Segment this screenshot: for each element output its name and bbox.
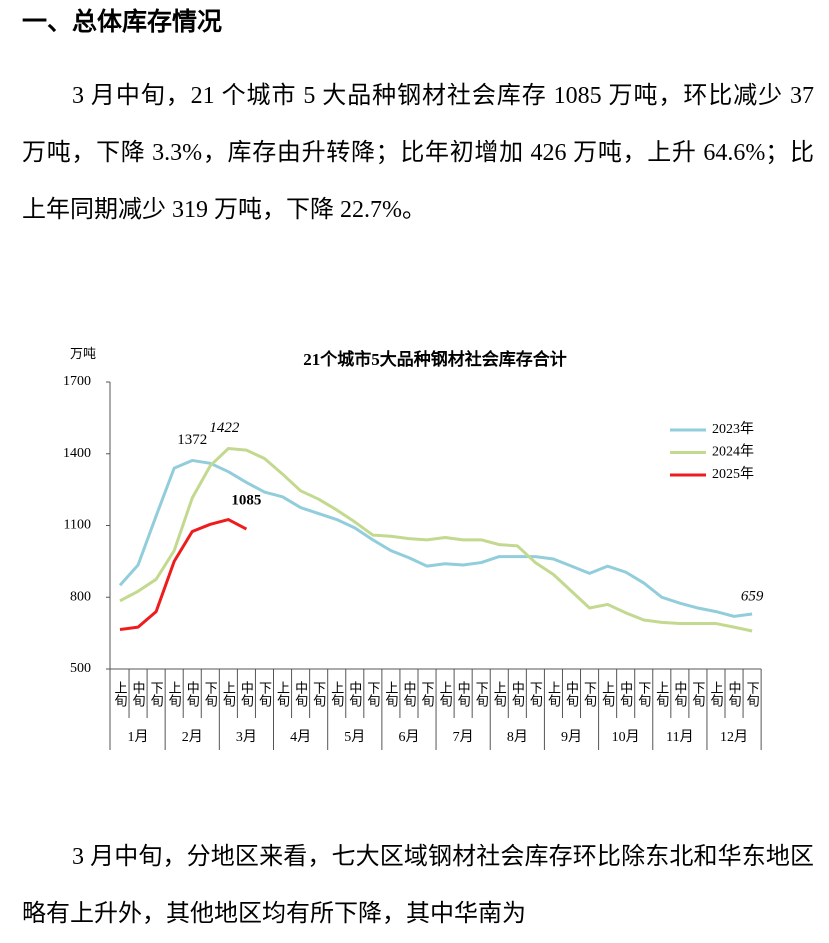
month-label: 1月 bbox=[128, 729, 149, 745]
x-tick-label: 中旬 bbox=[293, 681, 308, 707]
y-tick-label: 500 bbox=[70, 661, 91, 676]
y-tick-label: 800 bbox=[70, 589, 91, 604]
month-label: 10月 bbox=[612, 729, 640, 745]
x-tick-label: 上旬 bbox=[438, 681, 453, 707]
x-tick-label: 中旬 bbox=[401, 681, 416, 707]
y-tick-label: 1100 bbox=[64, 518, 91, 533]
x-tick-label: 上旬 bbox=[329, 681, 344, 707]
x-tick-label: 中旬 bbox=[510, 681, 525, 707]
month-label: 8月 bbox=[507, 729, 528, 745]
y-axis-unit: 万吨 bbox=[70, 346, 96, 361]
x-tick-label: 中旬 bbox=[727, 681, 742, 707]
month-label: 9月 bbox=[561, 729, 582, 745]
x-tick-label: 下旬 bbox=[365, 681, 380, 707]
x-tick-label: 上旬 bbox=[546, 681, 561, 707]
data-label: 1372 bbox=[177, 432, 207, 448]
x-tick-label: 下旬 bbox=[636, 681, 651, 707]
month-label: 11月 bbox=[666, 729, 693, 745]
x-tick-label: 上旬 bbox=[113, 681, 128, 707]
x-tick-label: 上旬 bbox=[383, 681, 398, 707]
x-tick-label: 下旬 bbox=[203, 681, 218, 707]
data-label: 659 bbox=[741, 588, 764, 604]
x-tick-label: 上旬 bbox=[275, 681, 290, 707]
legend-label: 2025年 bbox=[712, 466, 754, 482]
x-tick-label: 下旬 bbox=[528, 681, 543, 707]
x-tick-label: 中旬 bbox=[347, 681, 362, 707]
paragraph: 3 月中旬，21 个城市 5 大品种钢材社会库存 1085 万吨，环比减少 37… bbox=[22, 83, 814, 223]
x-tick-label: 上旬 bbox=[708, 681, 723, 707]
month-label: 3月 bbox=[236, 729, 257, 745]
x-tick-label: 中旬 bbox=[564, 681, 579, 707]
x-tick-label: 上旬 bbox=[492, 681, 507, 707]
x-tick-label: 中旬 bbox=[672, 681, 687, 707]
line-series bbox=[119, 446, 753, 633]
chart: 21个城市5大品种钢材社会库存合计 万吨 500 800 1100 1400 1700 上… bbox=[63, 346, 764, 750]
y-tick-label: 1700 bbox=[63, 374, 91, 389]
month-label: 2月 bbox=[182, 729, 203, 745]
month-label: 12月 bbox=[720, 729, 748, 745]
x-tick-label: 下旬 bbox=[420, 681, 435, 707]
x-tick-label: 上旬 bbox=[600, 681, 615, 707]
x-tick-label: 下旬 bbox=[745, 681, 760, 707]
x-tick-label: 中旬 bbox=[185, 681, 200, 707]
x-tick-label: 下旬 bbox=[257, 681, 272, 707]
x-tick-label: 上旬 bbox=[654, 681, 669, 707]
data-label: 1422 bbox=[209, 420, 240, 436]
x-tick-label: 中旬 bbox=[131, 681, 146, 707]
line-series bbox=[119, 518, 248, 632]
legend-label: 2024年 bbox=[712, 444, 754, 460]
x-tick-label: 下旬 bbox=[690, 681, 705, 707]
month-label: 5月 bbox=[344, 729, 365, 745]
heading: 一、总体库存情况 bbox=[22, 7, 223, 36]
paragraph: 3 月中旬，分地区来看，七大区域钢材社会库存环比除东北和华东地区略有上升外，其他… bbox=[22, 844, 814, 927]
line-series bbox=[118, 458, 753, 618]
x-tick-label: 上旬 bbox=[221, 681, 236, 707]
legend-label: 2023年 bbox=[712, 421, 754, 437]
month-label: 4月 bbox=[290, 729, 311, 745]
x-tick-label: 上旬 bbox=[167, 681, 182, 707]
y-tick-label: 1400 bbox=[63, 446, 91, 461]
data-label: 1085 bbox=[231, 493, 261, 509]
x-tick-label: 中旬 bbox=[239, 681, 254, 707]
x-tick-label: 中旬 bbox=[456, 681, 471, 707]
x-tick-label: 下旬 bbox=[149, 681, 164, 707]
month-label: 7月 bbox=[453, 729, 474, 745]
x-tick-label: 下旬 bbox=[582, 681, 597, 707]
chart-title: 21个城市5大品种钢材社会库存合计 bbox=[303, 349, 567, 369]
x-tick-label: 中旬 bbox=[618, 681, 633, 707]
month-label: 6月 bbox=[398, 729, 419, 745]
x-tick-label: 下旬 bbox=[311, 681, 326, 707]
x-tick-label: 下旬 bbox=[474, 681, 489, 707]
